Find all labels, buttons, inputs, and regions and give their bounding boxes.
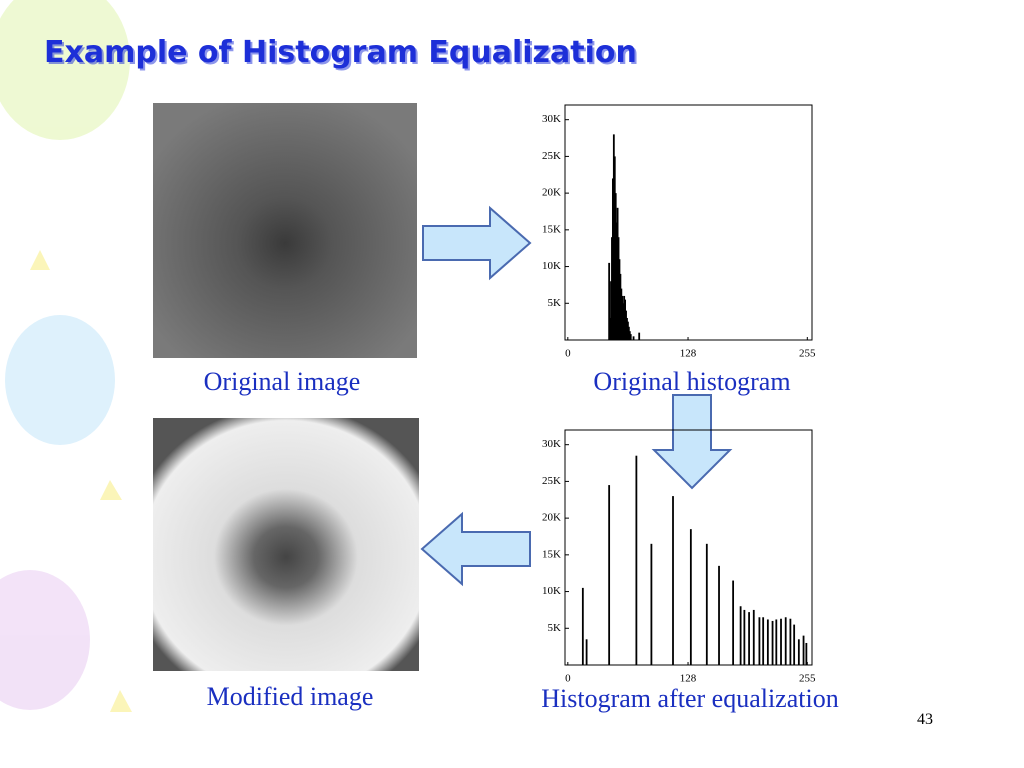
histogram-bar bbox=[615, 222, 618, 340]
histogram-bar bbox=[623, 295, 626, 340]
histogram-bar bbox=[732, 580, 735, 665]
y-tick-label: 30K bbox=[542, 113, 561, 125]
histogram-bar bbox=[609, 317, 611, 340]
y-tick-label: 30K bbox=[542, 438, 561, 450]
histogram-bar bbox=[608, 262, 611, 340]
histogram-bar bbox=[793, 624, 796, 665]
histogram-bar bbox=[705, 543, 708, 665]
histogram-bar bbox=[784, 617, 787, 665]
x-tick-label: 128 bbox=[680, 348, 697, 360]
histogram-bar bbox=[608, 485, 611, 665]
histogram-bar bbox=[585, 639, 588, 665]
y-tick-label: 5K bbox=[548, 297, 562, 309]
y-tick-label: 15K bbox=[542, 223, 561, 235]
histogram-bar bbox=[620, 288, 623, 340]
histogram-bar bbox=[743, 609, 746, 665]
histogram-bar bbox=[627, 321, 629, 340]
x-tick-label: 255 bbox=[799, 348, 816, 360]
histogram-bar bbox=[612, 134, 615, 340]
title-shadow: Example of Histogram Equalization bbox=[46, 37, 639, 72]
histogram-bar bbox=[625, 310, 627, 340]
caption: Original histogram bbox=[593, 367, 790, 396]
y-tick-label: 25K bbox=[542, 150, 561, 162]
histogram-bar bbox=[771, 620, 774, 665]
histogram-bar bbox=[611, 237, 613, 340]
histogram-bar bbox=[672, 496, 674, 665]
arrow-left bbox=[420, 511, 531, 587]
modified-image bbox=[153, 418, 419, 671]
histogram-bar bbox=[618, 259, 621, 340]
x-tick-label: 0 bbox=[565, 348, 571, 360]
histogram-bar bbox=[802, 635, 805, 665]
histogram-bar bbox=[626, 317, 628, 340]
title: Example of Histogram Equalization bbox=[44, 35, 637, 70]
histogram-bar bbox=[627, 326, 630, 340]
histogram-bar bbox=[621, 295, 624, 340]
histogram-bar bbox=[775, 619, 778, 665]
histogram-bar bbox=[616, 207, 619, 340]
y-tick-label: 25K bbox=[542, 475, 561, 487]
histogram-bar bbox=[624, 299, 627, 340]
caption: Histogram after equalization bbox=[541, 684, 838, 713]
histogram-bar bbox=[752, 609, 755, 665]
histogram-bar bbox=[780, 618, 782, 665]
arrow-right bbox=[422, 205, 532, 281]
histogram-bar bbox=[689, 529, 692, 665]
y-tick-label: 10K bbox=[542, 260, 561, 272]
caption: Original image bbox=[204, 367, 361, 396]
histogram-bar bbox=[739, 606, 742, 665]
page-number: 43 bbox=[917, 711, 933, 728]
original-image bbox=[153, 103, 417, 358]
histogram-bar bbox=[718, 565, 720, 665]
caption: Modified image bbox=[207, 682, 374, 711]
histogram-bar bbox=[610, 281, 612, 340]
histogram-bar bbox=[789, 618, 792, 665]
histogram-bar bbox=[650, 543, 653, 665]
x-tick-label: 255 bbox=[799, 673, 816, 685]
histogram-bar bbox=[581, 587, 584, 665]
histogram-bar bbox=[613, 156, 616, 340]
histogram-bar bbox=[629, 334, 632, 340]
histogram-bar bbox=[628, 331, 631, 340]
histogram-bar bbox=[638, 332, 641, 340]
y-tick-label: 15K bbox=[542, 548, 561, 560]
y-tick-label: 10K bbox=[542, 585, 561, 597]
histogram-bar bbox=[805, 642, 808, 665]
histogram-bar bbox=[622, 303, 625, 340]
histogram-bar bbox=[748, 612, 750, 665]
decoration bbox=[0, 0, 132, 712]
y-tick-label: 5K bbox=[548, 622, 562, 634]
y-tick-label: 20K bbox=[542, 512, 561, 524]
histogram-bar bbox=[766, 619, 769, 665]
histogram-bar bbox=[619, 273, 622, 340]
histogram-bar bbox=[797, 639, 800, 665]
histogram-bar bbox=[614, 193, 617, 340]
histogram-bar bbox=[758, 617, 761, 665]
arrow-down bbox=[651, 394, 733, 490]
x-tick-label: 128 bbox=[680, 673, 697, 685]
histogram-bar bbox=[617, 237, 620, 340]
plot-frame bbox=[564, 104, 813, 341]
histogram-bar bbox=[762, 617, 765, 665]
histogram-bar bbox=[611, 178, 614, 340]
x-tick-label: 0 bbox=[565, 673, 571, 685]
y-tick-label: 20K bbox=[542, 187, 561, 199]
histogram-bar bbox=[635, 455, 638, 665]
histogram-bar bbox=[632, 336, 635, 340]
